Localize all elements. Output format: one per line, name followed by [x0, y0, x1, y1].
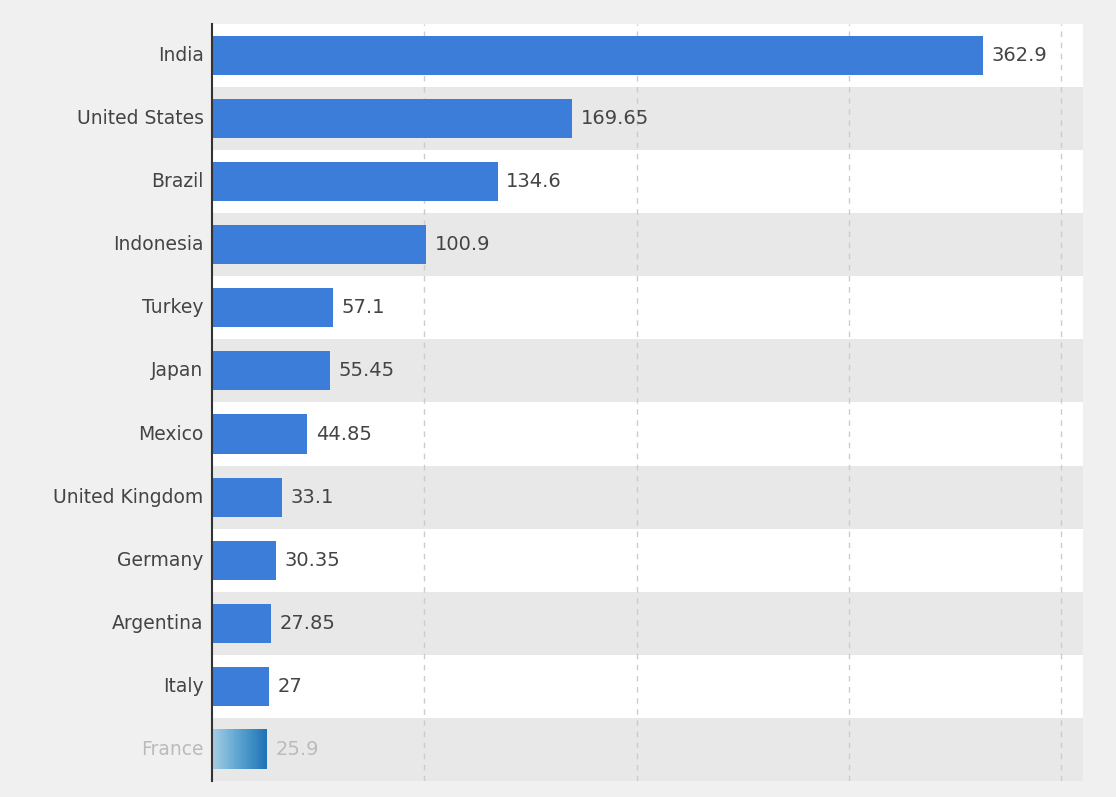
- Text: Brazil: Brazil: [151, 172, 203, 191]
- Bar: [212, 150, 1083, 214]
- Bar: [212, 162, 498, 201]
- Text: 44.85: 44.85: [316, 425, 372, 444]
- Text: India: India: [157, 46, 203, 65]
- Bar: [212, 591, 1083, 655]
- Text: Turkey: Turkey: [142, 298, 203, 317]
- Bar: [212, 289, 334, 328]
- Text: 55.45: 55.45: [338, 361, 394, 380]
- Text: Indonesia: Indonesia: [113, 235, 203, 254]
- Bar: [212, 226, 426, 265]
- Bar: [212, 351, 329, 391]
- Bar: [212, 718, 1083, 781]
- Bar: [212, 414, 307, 453]
- Bar: [212, 465, 1083, 528]
- Bar: [212, 24, 1083, 87]
- Text: 57.1: 57.1: [341, 298, 385, 317]
- Text: 25.9: 25.9: [276, 740, 319, 759]
- Text: Argentina: Argentina: [112, 614, 203, 633]
- Bar: [212, 340, 1083, 402]
- Bar: [212, 667, 269, 706]
- Bar: [212, 402, 1083, 465]
- Text: United Kingdom: United Kingdom: [54, 488, 203, 507]
- Bar: [212, 214, 1083, 277]
- Text: Japan: Japan: [152, 361, 203, 380]
- Bar: [212, 277, 1083, 340]
- Bar: [212, 36, 982, 75]
- Text: Germany: Germany: [117, 551, 203, 570]
- Text: 100.9: 100.9: [435, 235, 490, 254]
- Text: United States: United States: [77, 109, 203, 128]
- Text: 27.85: 27.85: [280, 614, 336, 633]
- Text: Mexico: Mexico: [138, 425, 203, 444]
- Text: Italy: Italy: [163, 677, 203, 696]
- Bar: [212, 655, 1083, 718]
- Bar: [212, 528, 1083, 591]
- Bar: [212, 99, 573, 138]
- Text: 30.35: 30.35: [285, 551, 340, 570]
- Bar: [212, 604, 271, 643]
- Bar: [212, 477, 282, 516]
- Text: 169.65: 169.65: [580, 109, 650, 128]
- Text: 27: 27: [278, 677, 302, 696]
- Bar: [212, 87, 1083, 150]
- Text: 33.1: 33.1: [291, 488, 334, 507]
- Text: France: France: [141, 740, 203, 759]
- Bar: [212, 540, 277, 579]
- Text: 134.6: 134.6: [507, 172, 562, 191]
- Text: 362.9: 362.9: [991, 46, 1047, 65]
